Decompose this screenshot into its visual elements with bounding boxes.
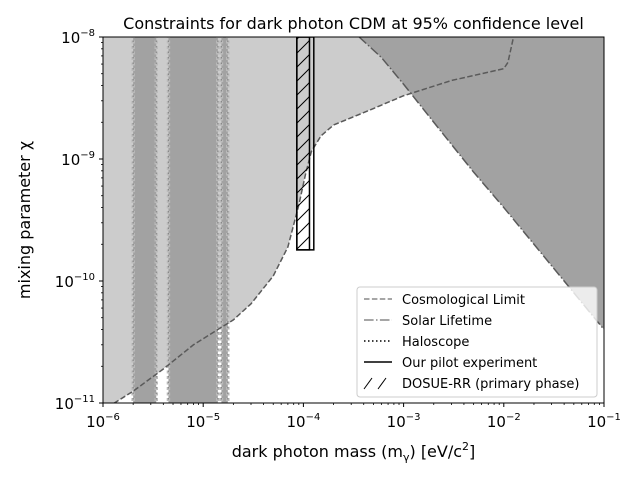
x-axis-label: dark photon mass (mγ) [eV/c2] bbox=[232, 440, 476, 464]
x-tick-label-5: 10−2 bbox=[487, 412, 521, 431]
x-tick-label-3: 10−4 bbox=[286, 412, 320, 431]
x-tick-label-2: 10−5 bbox=[186, 412, 220, 431]
haloscope-band-2 bbox=[168, 37, 218, 403]
legend-item-solar-lifetime: Solar Lifetime bbox=[364, 314, 492, 329]
legend-swatch-hatch-2 bbox=[377, 377, 387, 390]
y-tick-label-4: 10−8 bbox=[61, 28, 95, 47]
legend-box bbox=[356, 286, 598, 398]
legend-item-dosue-rr: DOSUE-RR (primary phase) bbox=[363, 377, 580, 392]
x-axis-ticks: 10−6 10−5 10−4 10−3 10−2 10−1 bbox=[86, 403, 621, 431]
y-axis-label: mixing parameter χ bbox=[15, 141, 34, 299]
solar-lifetime-line bbox=[358, 37, 604, 331]
pilot-experiment-box bbox=[296, 37, 315, 251]
x-tick-label-4: 10−3 bbox=[387, 412, 421, 431]
y-tick-label-1: 10−11 bbox=[55, 394, 95, 413]
legend-label: Our pilot experiment bbox=[402, 356, 537, 371]
y-tick-label-2: 10−10 bbox=[55, 272, 95, 291]
y-tick-label-3: 10−9 bbox=[61, 150, 95, 169]
legend-item-haloscope: Haloscope bbox=[364, 335, 469, 350]
plot-frame bbox=[102, 36, 605, 404]
legend-item-pilot-experiment: Our pilot experiment bbox=[364, 356, 537, 371]
legend-label: Solar Lifetime bbox=[402, 314, 492, 329]
legend-swatch-hatch-1 bbox=[363, 377, 373, 390]
chart-title: Constraints for dark photon CDM at 95% c… bbox=[123, 14, 584, 33]
haloscope-bands bbox=[131, 37, 230, 403]
legend-item-cosmological-limit: Cosmological Limit bbox=[364, 293, 525, 308]
legend-label: DOSUE-RR (primary phase) bbox=[402, 377, 580, 392]
haloscope-band-1 bbox=[133, 37, 157, 403]
x-tick-label-6: 10−1 bbox=[587, 412, 621, 431]
legend-label: Cosmological Limit bbox=[402, 293, 525, 308]
y-axis-ticks: 10−11 10−10 10−9 10−8 bbox=[55, 28, 103, 413]
plot-area bbox=[103, 37, 604, 403]
solar-lifetime-excluded-region bbox=[359, 37, 604, 330]
legend: Cosmological Limit Solar Lifetime Halosc… bbox=[356, 286, 598, 398]
dosue-rr-hatched-region bbox=[296, 37, 311, 251]
x-tick-label-1: 10−6 bbox=[86, 412, 120, 431]
haloscope-band-3 bbox=[221, 37, 228, 403]
legend-label: Haloscope bbox=[402, 335, 469, 350]
